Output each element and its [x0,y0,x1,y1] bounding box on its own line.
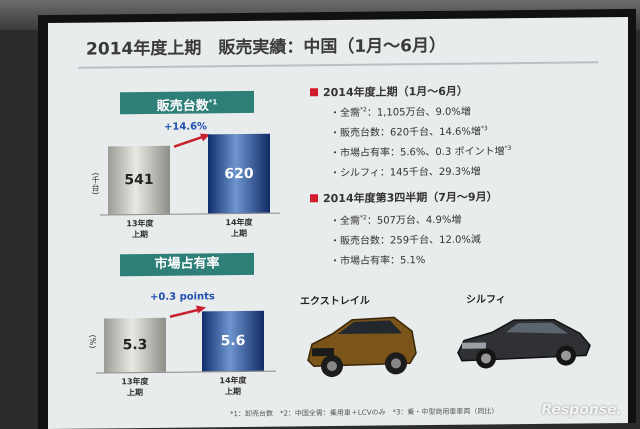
section1-item-label: シルフィ [340,167,380,179]
share-bar-curr: 5.6 [202,310,264,372]
section2-item-note: *2 [360,214,367,222]
share-bar-curr-value: 5.6 [220,332,246,350]
section1-item-note: *2 [360,106,367,114]
sales-x-label-curr: 14年度 上期 [209,217,269,240]
sales-label-note: *1 [208,98,218,107]
section1-item-text: ：620千台、14.6%増 [380,126,481,139]
share-x-label-curr-line1: 14年度 [219,375,247,386]
sales-unit-label: (千台) [91,172,100,195]
share-chart-label: 市場占有率 [120,252,254,277]
sales-x-label-prev-line1: 13年度 [126,218,154,229]
share-growth-arrow-icon [169,305,206,318]
share-x-label-prev: 13年度 上期 [105,376,165,399]
section2-item-label: 全需 [340,215,360,227]
section2-heading: 2014年度第3四半期（7月～9月） [310,188,498,206]
section1-item: ・全需*2：1,105万台、9.0%増 [330,106,471,120]
section1-heading-text: 2014年度上期（1月～6月） [323,84,468,100]
red-square-icon [310,88,318,97]
share-growth-label: +0.3 points [150,291,215,303]
share-unit-label: (%) [88,334,97,349]
section2-item-text: ：507万台、4.9%増 [366,214,462,227]
section2-item-label: 市場占有率 [340,255,390,267]
section1-item-text: ：1,105万台、9.0%増 [366,106,471,119]
section1-item-text: ：145千台、29.3%増 [379,166,481,179]
car-label-sylphy: シルフィ [466,294,506,306]
section2-item-text: ：5.1% [390,255,426,267]
title-divider [78,61,598,69]
share-x-label-curr-line2: 上期 [225,387,241,397]
share-x-label-prev-line2: 上期 [127,388,143,398]
sales-x-label-curr-line2: 上期 [231,228,247,239]
share-bar-prev: 5.3 [104,317,166,373]
section1-item: ・販売台数：620千台、14.6%増*3 [330,125,488,140]
sales-bar-prev: 541 [108,145,170,215]
section1-heading: 2014年度上期（1月～6月） [310,83,468,101]
sales-bar-curr: 620 [208,133,270,214]
section2-item: ・市場占有率：5.1% [330,255,426,268]
section2-item-label: 販売台数 [340,235,380,247]
section1-item-label: 市場占有率 [340,147,390,159]
share-bar-prev-value: 5.3 [122,336,148,354]
section1-item: ・市場占有率：5.6%、0.3 ポイント増*3 [330,144,512,160]
section2-item-text: ：259千台、12.0%減 [380,234,481,247]
sales-x-label-prev-line2: 上期 [132,229,148,240]
section1-item-label: 販売台数 [340,127,380,139]
sales-bar-prev-value: 541 [124,171,154,189]
section1-item-note: *3 [480,125,488,133]
section1-item: ・シルフィ：145千台、29.3%増 [330,166,481,180]
sales-chart-label: 販売台数*1 [120,90,254,115]
share-x-label-curr: 14年度 上期 [203,375,263,398]
section1-item-note: *3 [504,144,512,152]
section2-heading-text: 2014年度第3四半期（7月～9月） [323,190,498,206]
sedan-car-icon [457,318,591,369]
sales-growth-arrow-icon [173,133,210,148]
section2-item: ・全需*2：507万台、4.9%増 [330,214,462,228]
share-x-label-prev-line1: 13年度 [121,376,149,387]
section1-item-label: 全需 [340,107,360,119]
sales-x-label-prev: 13年度 上期 [110,218,170,241]
sales-x-label-curr-line1: 14年度 [225,217,253,228]
sales-bar-curr-value: 620 [224,165,254,182]
sales-label-text: 販売台数 [156,98,209,115]
section2-item: ・販売台数：259千台、12.0%減 [330,234,481,248]
red-square-icon [310,194,318,203]
slide-footnote: *1：卸売台数 *2：中国全需：乗用車＋LCVのみ *3：乗・中型商用車車両（同… [230,407,499,419]
section1-item-text: ：5.6%、0.3 ポイント増 [390,146,505,159]
slide-title: 2014年度上期 販売実績：中国（1月～6月） [86,35,446,60]
suv-car-icon [307,316,417,378]
car-label-xtrail: エクストレイル [300,295,370,308]
response-watermark: Response. [541,402,622,418]
presentation-slide: 2014年度上期 販売実績：中国（1月～6月） 販売台数*1 +14.6% (千… [48,16,628,429]
